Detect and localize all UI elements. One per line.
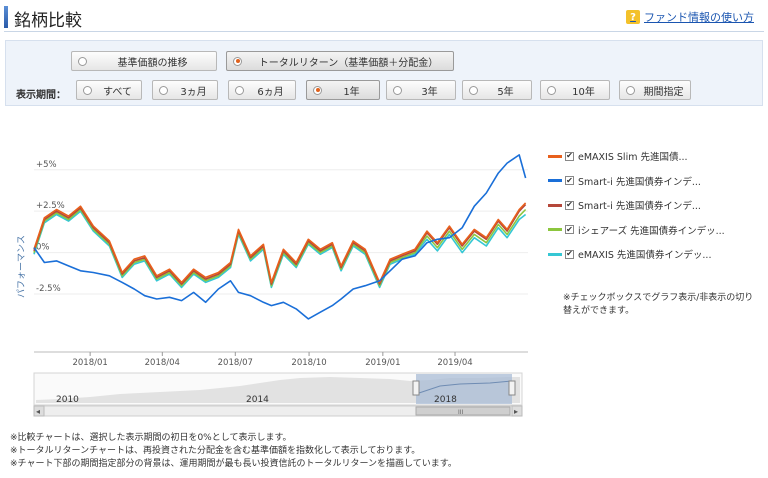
legend-label: Smart-i 先進国債券インデ...: [578, 201, 701, 211]
legend-note: ※チェックボックスでグラフ表示/非表示の切り替えができます。: [563, 293, 754, 316]
legend-swatch: [548, 228, 562, 231]
navigator-year-label: 2010: [56, 395, 79, 405]
scrollbar[interactable]: ◂ ▸ III: [33, 405, 523, 417]
navigator-year-label: 2014: [246, 395, 269, 405]
series-line: [33, 202, 527, 284]
radio-icon: [393, 85, 402, 95]
x-tick-label: 2018/01: [72, 358, 107, 368]
series-line: [33, 154, 527, 320]
legend-item[interactable]: ✔ Smart-i 先進国債券インデ...: [548, 175, 763, 187]
navigator-year-label: 2018: [434, 395, 457, 405]
legend-swatch: [548, 154, 562, 158]
legend-checkbox[interactable]: ✔: [565, 249, 574, 259]
control-panel: 基準価額の推移 トータルリターン（基準価額＋分配金） 表示期間： すべて 3ヵ月…: [5, 40, 763, 106]
navigator-area: [36, 377, 520, 403]
period-button-all[interactable]: すべて: [76, 80, 142, 100]
legend-swatch: [548, 203, 562, 207]
title-divider: [4, 31, 764, 32]
footnotes: ※比較チャートは、選択した表示期間の初日を0%として表示します。 ※トータルリタ…: [10, 432, 457, 471]
period-button-1y[interactable]: 1年: [306, 80, 380, 100]
mode-button-label: 基準価額の推移: [117, 57, 188, 69]
navigator-handle-left: [412, 380, 420, 396]
legend-label: eMAXIS 先進国債券インデッ...: [578, 250, 712, 260]
period-button-label: 3ヵ月: [180, 86, 207, 98]
footnote: ※チャート下部の期間指定部分の背景は、運用期間が最も長い投資信託のトータルリター…: [10, 459, 457, 469]
y-tick-label: +5%: [36, 160, 57, 170]
legend-label: eMAXIS Slim 先進国債...: [578, 152, 688, 162]
scroll-left-icon: ◂: [36, 407, 40, 416]
period-button-label: 3年: [421, 86, 438, 98]
y-tick-label: 0%: [36, 243, 50, 253]
radio-selected-icon: [313, 85, 322, 95]
period-button-label: すべて: [103, 86, 132, 98]
help-link[interactable]: ? ファンド情報の使い方: [626, 9, 754, 25]
radio-icon: [626, 85, 635, 95]
period-label: 表示期間：: [16, 90, 66, 101]
title-bar: 銘柄比較 ? ファンド情報の使い方: [0, 0, 768, 36]
legend-checkbox[interactable]: ✔: [565, 224, 574, 234]
x-tick-label: 2019/01: [365, 358, 400, 368]
y-axis-ticks: +5% +2.5% 0% -2.5%: [36, 160, 65, 294]
period-button-5y[interactable]: 5年: [462, 80, 532, 100]
scroll-right-icon: ▸: [514, 407, 518, 416]
x-tick-label: 2018/10: [291, 358, 326, 368]
period-button-3m[interactable]: 3ヵ月: [152, 80, 218, 100]
x-axis-ticks: 2018/01 2018/04 2018/07 2018/10 2019/01 2019/…: [72, 352, 473, 368]
title-accent: [4, 6, 8, 28]
page-title: 銘柄比較: [14, 11, 82, 31]
period-button-10y[interactable]: 10年: [540, 80, 610, 100]
radio-icon: [469, 85, 478, 95]
y-tick-label: -2.5%: [36, 284, 61, 294]
y-axis-label: パフォーマンス: [16, 235, 27, 298]
period-button-label: 6ヵ月: [257, 86, 284, 98]
legend-swatch: [548, 252, 562, 256]
period-button-6m[interactable]: 6ヵ月: [228, 80, 296, 100]
legend-swatch: [548, 179, 562, 182]
radio-icon: [159, 85, 168, 95]
x-tick-label: 2018/07: [218, 358, 253, 368]
navigator[interactable]: 2010 2014 2018: [33, 372, 523, 406]
scrollbar-grip-icon: III: [458, 409, 464, 416]
period-button-custom[interactable]: 期間指定: [619, 80, 691, 100]
scroll-left-button: [33, 405, 45, 417]
legend-checkbox[interactable]: ✔: [565, 175, 574, 185]
help-icon: ?: [626, 10, 640, 24]
mode-button-label: トータルリターン（基準価額＋分配金）: [258, 57, 439, 69]
footnote: ※比較チャートは、選択した表示期間の初日を0%として表示します。: [10, 433, 292, 443]
legend-item[interactable]: ✔ iシェアーズ 先進国債券インデッ...: [548, 224, 763, 236]
series-line: [33, 208, 527, 287]
chart-legend: ✔ eMAXIS Slim 先進国債... ✔ Smart-i 先進国債券インデ…: [548, 150, 763, 273]
y-tick-label: +2.5%: [36, 201, 65, 211]
mode-button-total-return[interactable]: トータルリターン（基準価額＋分配金）: [226, 51, 454, 71]
legend-item[interactable]: ✔ Smart-i 先進国債券インデ...: [548, 199, 763, 211]
period-button-label: 5年: [497, 86, 514, 98]
radio-icon: [235, 85, 244, 95]
scrollbar-thumb: [415, 406, 511, 416]
performance-chart: +5%+2.5%0%-2.5% 2018/01 2018/04 2018/07 201…: [16, 154, 528, 417]
period-button-label: 期間指定: [643, 86, 684, 98]
x-tick-label: 2018/04: [145, 358, 180, 368]
radio-icon: [78, 56, 87, 66]
legend-label: iシェアーズ 先進国債券インデッ...: [578, 225, 725, 236]
radio-icon: [547, 85, 556, 95]
scroll-right-button: [511, 405, 523, 417]
chart-series: [33, 154, 527, 320]
legend-item[interactable]: ✔ eMAXIS Slim 先進国債...: [548, 150, 763, 162]
legend-item[interactable]: ✔ eMAXIS 先進国債券インデッ...: [548, 248, 763, 260]
footnote: ※トータルリターンチャートは、再投資された分配金を含む基準価額を指数化して表示し…: [10, 446, 421, 456]
navigator-selection-line: [415, 380, 513, 395]
radio-icon: [83, 85, 92, 95]
legend-label: Smart-i 先進国債券インデ...: [578, 176, 701, 187]
navigator-handle-right: [508, 380, 516, 396]
period-button-label: 10年: [572, 86, 595, 98]
radio-selected-icon: [233, 56, 242, 66]
period-button-3y[interactable]: 3年: [386, 80, 456, 100]
help-link-label[interactable]: ファンド情報の使い方: [644, 11, 754, 24]
mode-button-nav-price[interactable]: 基準価額の推移: [71, 51, 217, 71]
x-tick-label: 2019/04: [437, 358, 472, 368]
period-button-label: 1年: [343, 86, 360, 98]
legend-checkbox[interactable]: ✔: [565, 200, 574, 210]
legend-checkbox[interactable]: ✔: [565, 151, 574, 161]
chart-grid: [34, 169, 528, 353]
